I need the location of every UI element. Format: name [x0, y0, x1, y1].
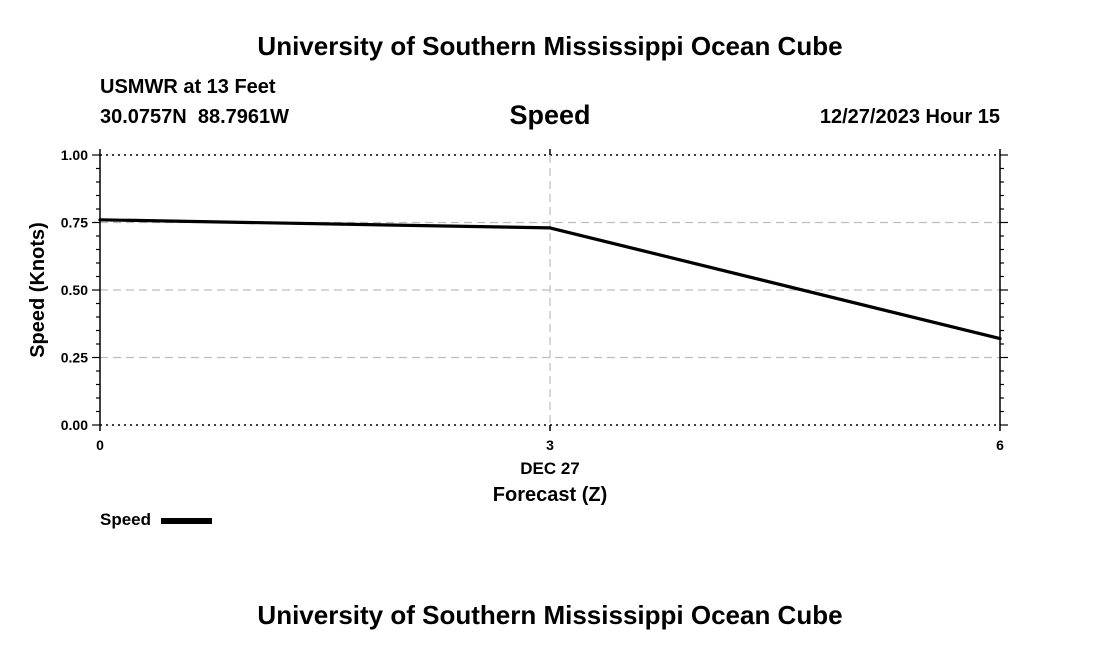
- data-point-speed: [998, 337, 1002, 341]
- x-tick-label: 3: [546, 437, 554, 453]
- station-label: USMWR at 13 Feet: [100, 76, 276, 98]
- y-tick-label: 1.00: [61, 147, 88, 163]
- series-layer: [98, 218, 1002, 341]
- y-tick-label: 0.75: [61, 215, 88, 231]
- station-coordinates: 30.0757N 88.7961W: [100, 106, 289, 129]
- y-tick-label: 0.00: [61, 417, 88, 433]
- x-tick-label: 6: [996, 437, 1004, 453]
- latitude: 30.0757N: [100, 106, 187, 128]
- x-date-label: DEC 27: [520, 459, 580, 478]
- axis-ticks: 0.00 0.25 0.50 0.75 1.00 0 3 6: [61, 147, 1008, 453]
- y-tick-label: 0.50: [61, 282, 88, 298]
- x-tick-label: 0: [96, 437, 104, 453]
- longitude: 88.7961W: [197, 106, 290, 128]
- y-axis-label: Speed (Knots): [27, 222, 49, 358]
- x-axis-label: Forecast (Z): [493, 484, 607, 506]
- page-title: University of Southern Mississippi Ocean…: [257, 31, 843, 61]
- legend-label-speed: Speed: [100, 510, 151, 529]
- data-point-speed: [98, 218, 102, 222]
- legend: Speed: [100, 510, 212, 529]
- forecast-timestamp: 12/27/2023 Hour 15: [819, 106, 1000, 128]
- footer-title: University of Southern Mississippi Ocean…: [257, 600, 843, 630]
- data-point-speed: [548, 226, 552, 230]
- grid-lines: [100, 154, 1000, 426]
- chart-title: Speed: [509, 100, 591, 130]
- y-tick-label: 0.25: [61, 350, 88, 366]
